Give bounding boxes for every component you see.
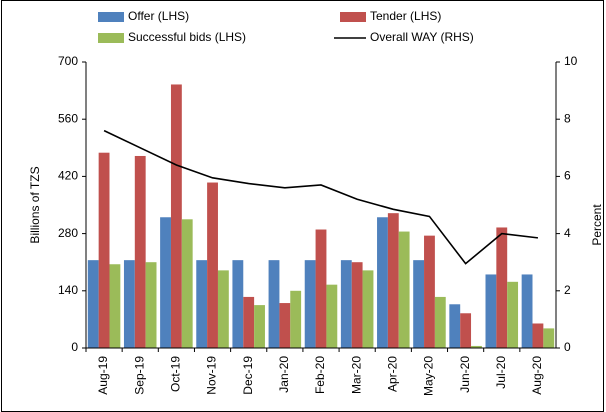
bar [134, 155, 146, 348]
bar [243, 296, 255, 348]
bar [413, 260, 425, 348]
bar [196, 260, 208, 348]
bar [387, 213, 399, 348]
bar [532, 323, 544, 348]
x-tick-label: Feb-20 [313, 356, 327, 394]
legend-label: Successful bids (LHS) [128, 30, 246, 44]
y-tick-label: 700 [58, 54, 78, 68]
x-tick-label: Nov-19 [205, 356, 219, 395]
bar [449, 304, 461, 348]
bar [181, 219, 193, 348]
legend-label: Tender (LHS) [370, 9, 441, 23]
x-tick-label: Apr-20 [385, 356, 399, 392]
bar [377, 217, 388, 348]
bar [543, 328, 555, 348]
bar [351, 262, 363, 348]
legend-marker [98, 12, 124, 22]
bar [471, 345, 482, 348]
y-tick-label: 140 [58, 283, 78, 297]
y2-tick-label: 6 [564, 169, 571, 183]
bar [485, 274, 497, 348]
bar [160, 217, 171, 348]
x-tick-label: Aug-20 [530, 356, 544, 395]
y-axis-label: Billions of TZS [28, 166, 42, 243]
x-tick-label: Mar-20 [349, 356, 363, 394]
bar [217, 270, 229, 348]
x-tick-label: Aug-19 [96, 356, 110, 395]
y2-tick-label: 4 [564, 226, 571, 240]
bar [290, 290, 302, 348]
bar [123, 260, 135, 348]
legend-marker [98, 33, 124, 43]
bar [170, 84, 182, 348]
bar [362, 270, 374, 348]
y2-tick-label: 10 [564, 54, 578, 68]
bar [279, 303, 291, 348]
bar [507, 281, 519, 348]
bar [254, 305, 265, 348]
y-tick-label: 280 [58, 226, 78, 240]
x-tick-label: Jun-20 [458, 356, 472, 393]
legend-label: Offer (LHS) [128, 9, 189, 23]
line-series [103, 129, 539, 265]
bar [326, 284, 338, 348]
bar [460, 313, 472, 348]
bar [145, 262, 157, 348]
y2-tick-label: 8 [564, 111, 571, 125]
bar [496, 227, 508, 348]
y-tick-label: 560 [58, 111, 78, 125]
x-tick-label: Jul-20 [494, 356, 508, 389]
legend-marker [340, 12, 366, 22]
x-tick-label: May-20 [422, 356, 436, 396]
bar [340, 260, 352, 348]
bar [207, 182, 218, 348]
y2-axis-label: Percent [590, 204, 604, 246]
bar [398, 231, 410, 348]
x-tick-label: Jan-20 [277, 356, 291, 393]
y-tick-label: 0 [71, 340, 78, 354]
y2-tick-label: 2 [564, 283, 571, 297]
bar [268, 260, 280, 348]
x-tick-label: Dec-19 [241, 356, 255, 395]
x-tick-label: Oct-19 [169, 356, 183, 392]
bar [434, 296, 446, 348]
bar [109, 264, 121, 348]
legend-label: Overall WAY (RHS) [370, 30, 474, 44]
bar [521, 274, 533, 348]
bar [98, 152, 110, 348]
bar [315, 229, 327, 348]
bar [87, 260, 99, 348]
bar [304, 260, 316, 348]
x-tick-label: Sep-19 [132, 356, 146, 395]
bar [232, 260, 244, 348]
y-tick-label: 420 [58, 169, 78, 183]
y2-tick-label: 0 [564, 340, 571, 354]
bar [424, 235, 435, 348]
